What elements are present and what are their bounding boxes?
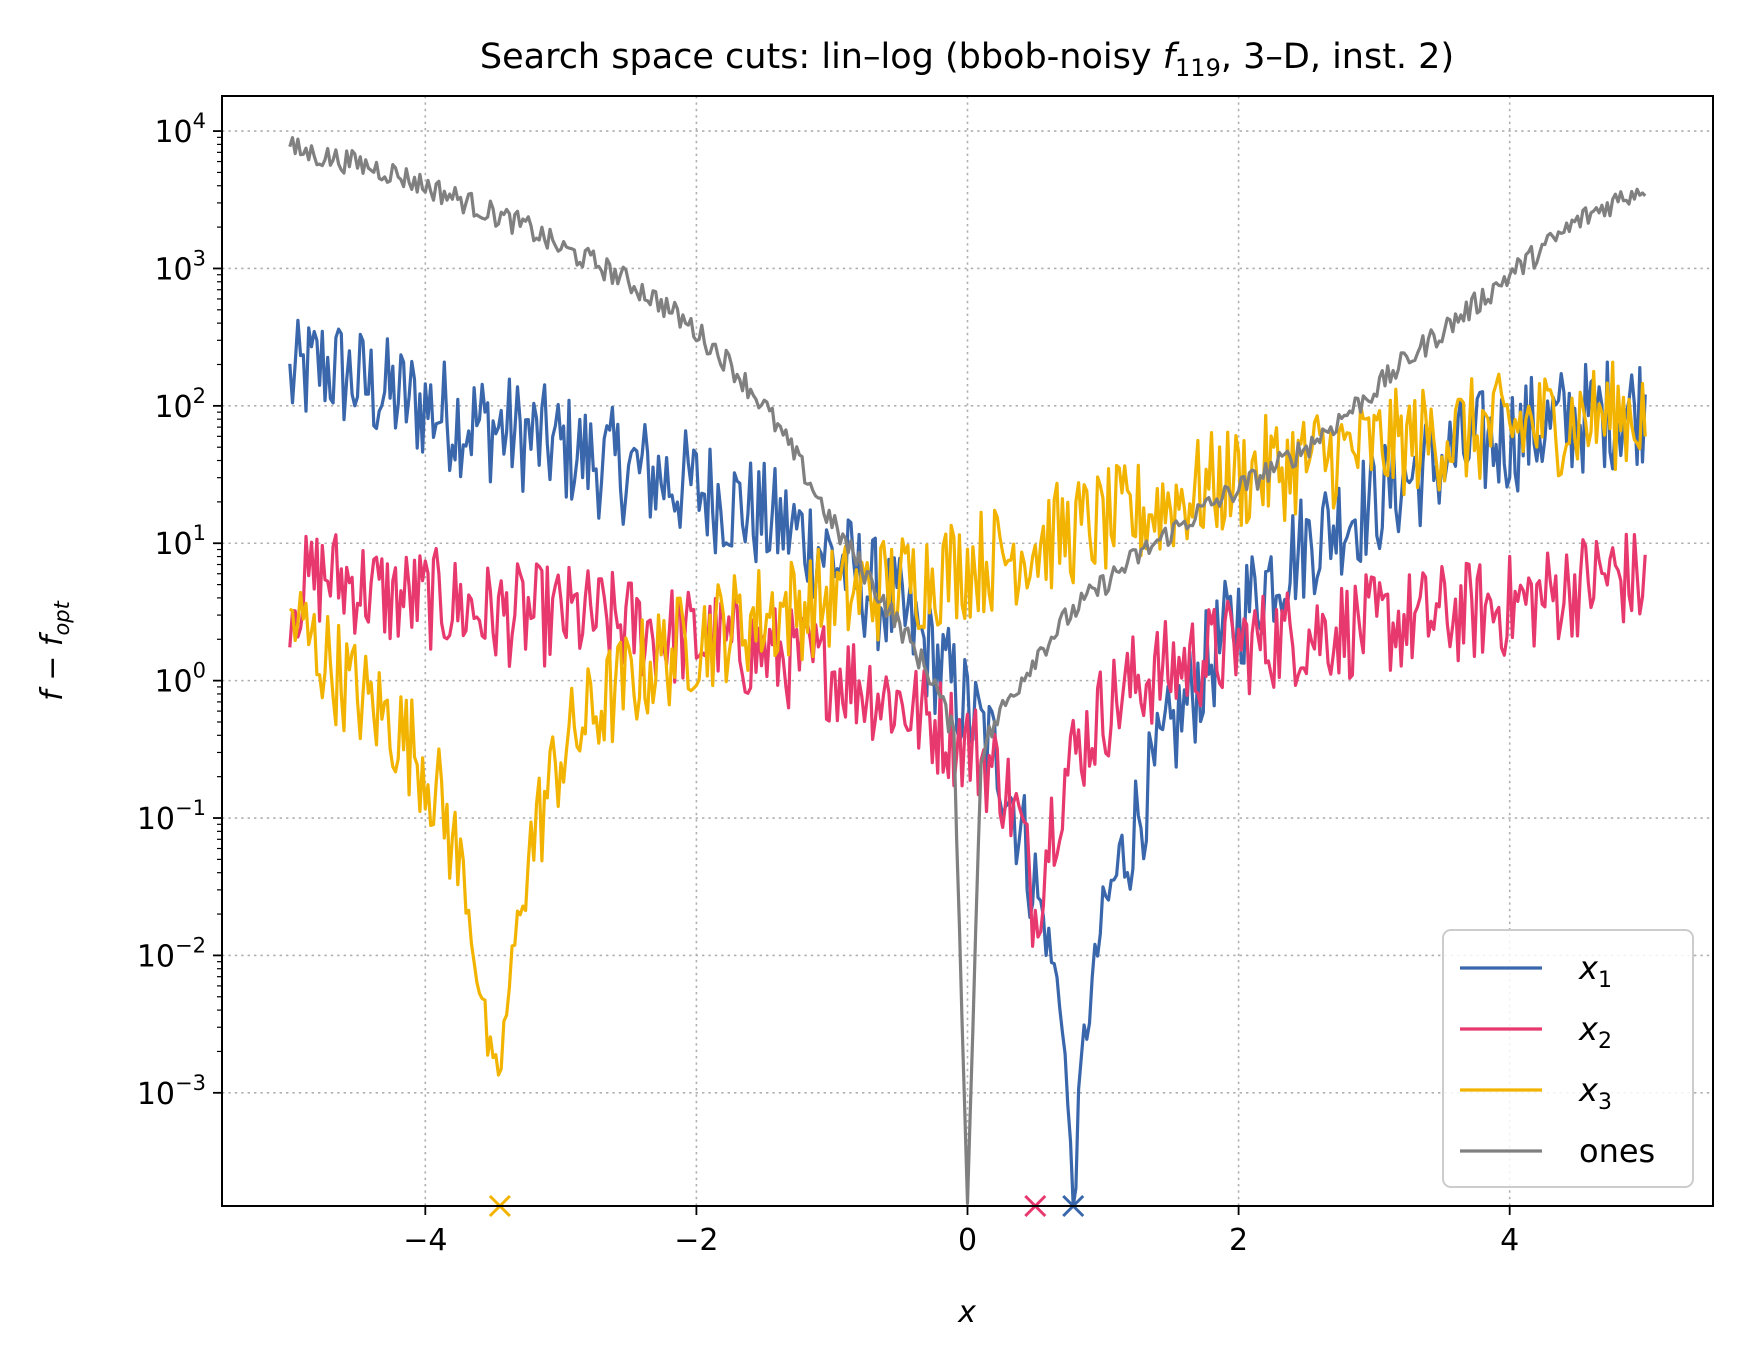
y-tick-label: 104	[154, 109, 206, 150]
x-tick-label: 4	[1500, 1223, 1519, 1258]
x-tick-label: −2	[674, 1223, 718, 1258]
legend-label-x2: x2	[1578, 1010, 1612, 1054]
y-tick-label: 102	[154, 384, 206, 425]
series-lines	[288, 136, 1647, 1206]
x-axis-label: x	[957, 1295, 976, 1330]
x-tick-label: 2	[1229, 1223, 1248, 1258]
legend-item-x2: x2	[1460, 1010, 1612, 1054]
y-tick-label: 103	[154, 246, 206, 287]
x-tick-label: −4	[403, 1223, 447, 1258]
legend-item-x1: x1	[1460, 949, 1612, 993]
legend-label-ones: ones	[1579, 1132, 1655, 1170]
legend: x1 x2 x3 ones	[1442, 929, 1694, 1188]
y-tick-label: 101	[154, 521, 206, 562]
legend-box	[1442, 929, 1694, 1188]
y-tick-label: 10−2	[137, 933, 206, 974]
y-tick-label: 10−1	[137, 796, 206, 837]
chart-title: Search space cuts: lin–log (bbob-noisy f…	[480, 37, 1454, 82]
series-line-x2	[288, 532, 1647, 948]
y-axis-label: f − fopt	[35, 600, 74, 701]
y-tick-label: 100	[154, 659, 206, 700]
legend-label-x1: x1	[1578, 949, 1612, 993]
series-line-x3	[288, 360, 1647, 1077]
series-line-x1	[288, 318, 1647, 1206]
y-axis-ticks: 10−3 10−2 10−1 100 101 102 103 104	[137, 109, 222, 1112]
legend-item-ones: ones	[1460, 1132, 1655, 1170]
series-line-ones	[288, 136, 1647, 1205]
y-tick-label: 10−3	[137, 1071, 206, 1112]
legend-item-x3: x3	[1460, 1071, 1612, 1115]
x-tick-label: 0	[958, 1223, 977, 1258]
x-axis-ticks: −4 −2 0 2 4	[403, 1206, 1519, 1258]
legend-label-x3: x3	[1578, 1071, 1612, 1115]
